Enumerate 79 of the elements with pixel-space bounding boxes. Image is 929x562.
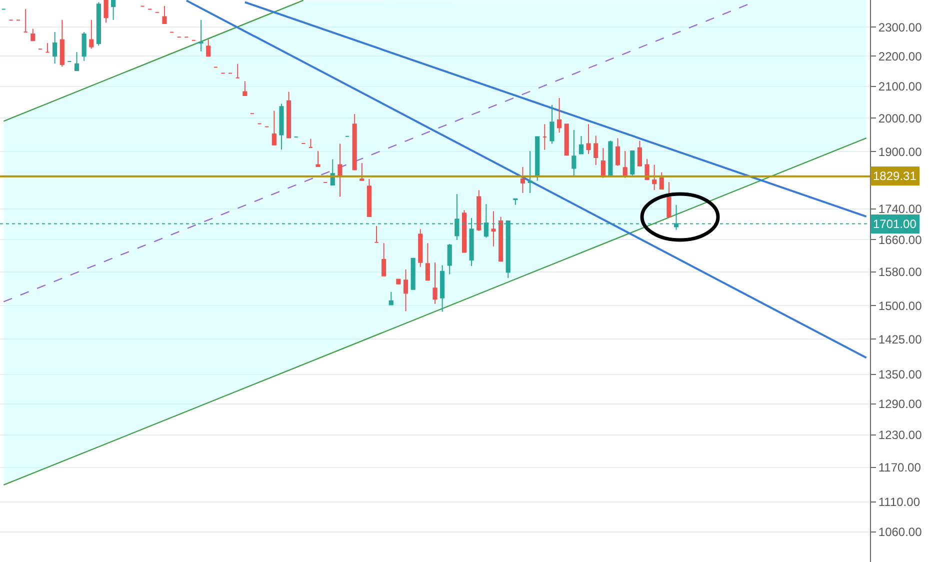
y-tick-label: 1350.00 <box>878 367 922 382</box>
candlestick <box>594 135 598 166</box>
candlestick <box>432 262 438 304</box>
y-tick-label: 1660.00 <box>878 232 922 247</box>
candlestick <box>586 124 591 155</box>
candlestick <box>418 228 423 268</box>
candlestick <box>352 114 357 170</box>
candlestick <box>198 19 204 52</box>
candlestick <box>111 0 116 20</box>
candlestick <box>608 140 613 176</box>
y-tick-label: 1110.00 <box>878 494 920 509</box>
candlestick <box>23 8 28 33</box>
candlestick <box>491 210 496 247</box>
y-tick-label: 1900.00 <box>878 144 922 159</box>
y-tick-label: 1500.00 <box>878 298 922 313</box>
candlestick <box>630 150 635 176</box>
candlestick <box>374 226 379 243</box>
candlestick <box>520 166 526 194</box>
candlestick <box>366 178 372 217</box>
candlestick <box>403 268 408 312</box>
y-tick-label: 1580.00 <box>878 264 922 279</box>
candlestick <box>308 138 314 148</box>
candlestick <box>550 104 554 144</box>
candlestick <box>338 143 342 198</box>
candlestick <box>316 150 320 168</box>
candlestick <box>556 98 562 134</box>
candlestick <box>652 164 657 191</box>
candlestick <box>622 150 628 178</box>
candlestick <box>96 2 101 46</box>
candlestick <box>513 198 518 206</box>
y-tick-label: 1170.00 <box>878 460 922 475</box>
candlestick <box>89 19 94 50</box>
y-tick-label: 2000.00 <box>878 111 922 126</box>
candlestick <box>235 63 240 79</box>
candlestick <box>52 32 58 64</box>
candlestick <box>462 210 467 253</box>
candlestick <box>82 32 86 62</box>
candlestick <box>279 103 284 150</box>
candlestick <box>476 190 482 232</box>
candlestick <box>440 264 445 312</box>
candlestick <box>104 0 108 24</box>
y-tick-label: 2300.00 <box>878 20 922 34</box>
y-tick-label: 1425.00 <box>878 332 922 346</box>
candlestick <box>564 124 569 156</box>
y-tick-label: 2100.00 <box>878 80 922 94</box>
candlestick <box>578 136 584 154</box>
candlestick <box>666 182 672 218</box>
candlestick <box>535 136 540 182</box>
candlestick <box>74 52 80 72</box>
candlestick <box>242 80 248 96</box>
candlestick <box>206 38 211 57</box>
candlestick <box>572 130 576 178</box>
candlestick <box>498 216 504 262</box>
candlestick <box>382 242 386 276</box>
candlestick <box>615 138 620 166</box>
y-tick-label: 1060.00 <box>878 525 922 540</box>
candlestick <box>60 19 64 68</box>
candlestick <box>528 150 532 194</box>
candlestick <box>30 28 36 42</box>
ref-line-label: 1829.31 <box>873 169 917 183</box>
y-tick-label: 1740.00 <box>878 202 922 216</box>
candlestick <box>410 258 416 290</box>
candlestick <box>272 110 276 146</box>
y-tick-label: 1290.00 <box>878 397 922 412</box>
ref-line-label: 1701.00 <box>873 217 917 231</box>
candlestick <box>162 6 167 24</box>
candlestick <box>360 162 364 181</box>
candlestick <box>396 278 401 284</box>
candlestick <box>447 243 452 275</box>
candlestick <box>600 147 606 178</box>
candlestick <box>637 140 642 166</box>
candlestick <box>388 291 394 306</box>
candlestick <box>45 42 50 54</box>
y-tick-label: 2200.00 <box>878 49 922 64</box>
candlestick <box>425 242 430 281</box>
candlestick <box>542 124 547 150</box>
candlestick <box>286 91 292 138</box>
y-tick-label: 1230.00 <box>878 428 922 442</box>
candlestick <box>659 172 664 190</box>
